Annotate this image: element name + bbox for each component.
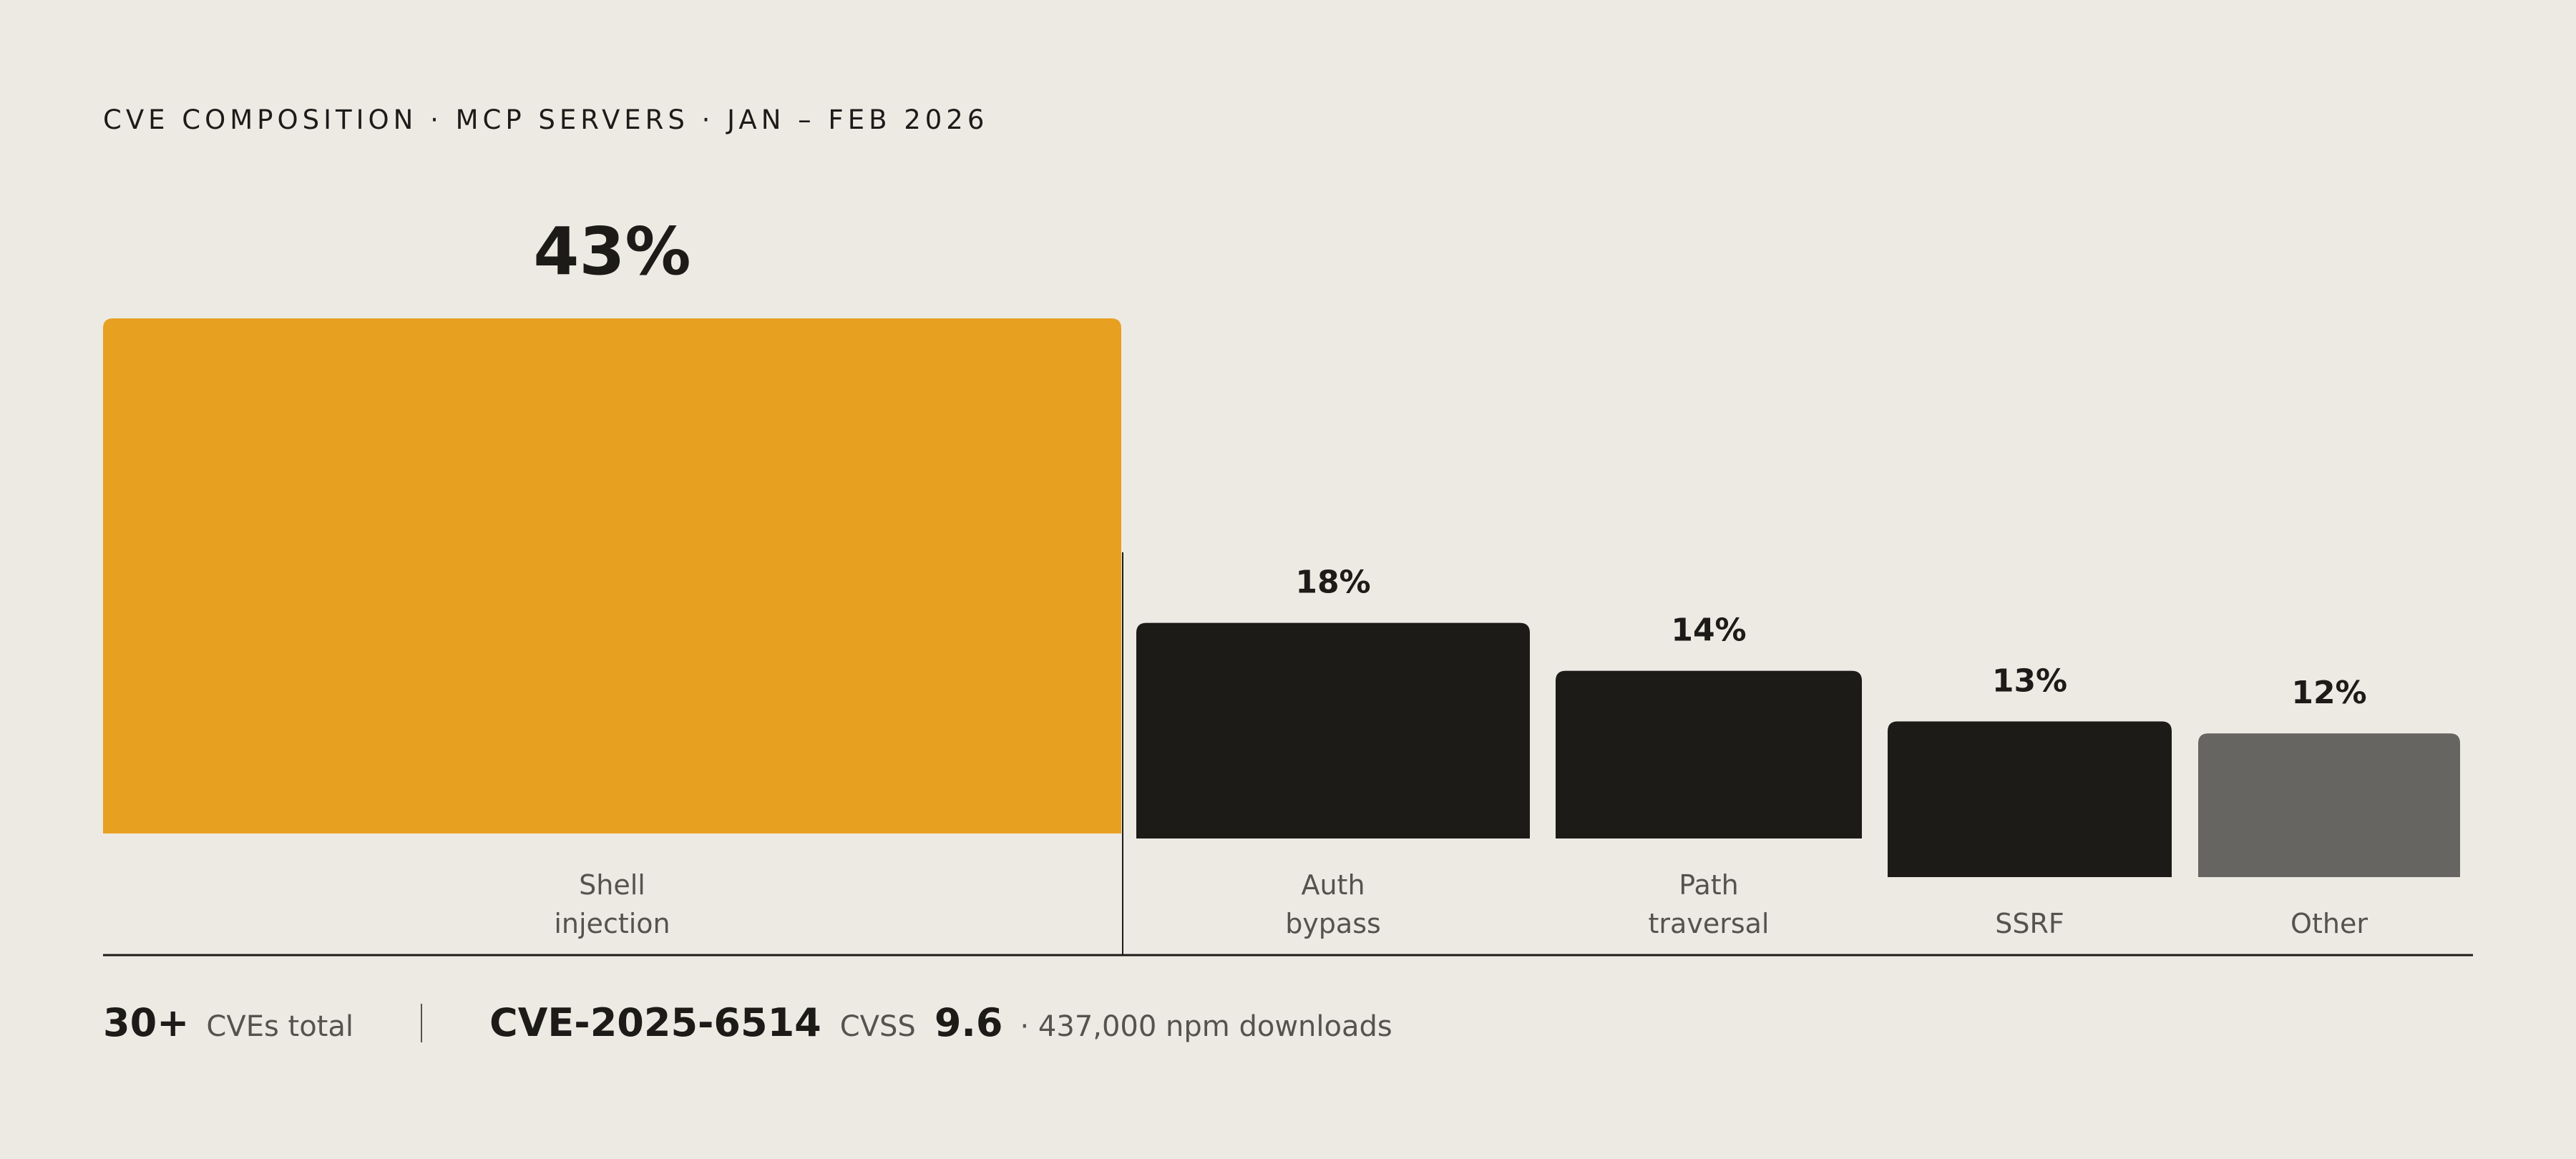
footer-divider	[421, 1003, 422, 1042]
category-label-4-0: Other	[2290, 908, 2368, 939]
total-count: 30+	[103, 1000, 190, 1045]
chart-title: CVE COMPOSITION · MCP SERVERS · JAN – FE…	[103, 104, 989, 135]
category-label-2-0: Path	[1679, 869, 1738, 901]
category-label-1-0: Auth	[1301, 869, 1365, 901]
value-label-1: 18%	[1295, 564, 1370, 601]
value-label-4: 12%	[2291, 675, 2366, 711]
category-label-3-0: SSRF	[1995, 908, 2064, 939]
footer-stats: 30+ CVEs total CVE-2025-6514 CVSS 9.6 · …	[103, 1000, 1392, 1045]
value-label-2: 14%	[1671, 612, 1746, 649]
value-label-3: 13%	[1992, 662, 2067, 699]
bar-0	[103, 318, 1121, 833]
bar-3	[1888, 721, 2172, 877]
bar-1	[1136, 622, 1530, 838]
total-label: CVEs total	[206, 1010, 353, 1043]
cve-id: CVE-2025-6514	[489, 1000, 821, 1045]
cvss-label: CVSS	[839, 1010, 916, 1043]
downloads-label: · 437,000 npm downloads	[1020, 1010, 1392, 1043]
category-label-0-1: injection	[554, 908, 670, 939]
bar-2	[1556, 670, 1862, 838]
bar-4	[2198, 733, 2460, 877]
value-label-0: 43%	[533, 213, 691, 290]
category-label-0-0: Shell	[579, 869, 645, 901]
category-label-1-1: bypass	[1285, 908, 1381, 939]
category-label-2-1: traversal	[1649, 908, 1770, 939]
cvss-score: 9.6	[934, 1000, 1003, 1045]
